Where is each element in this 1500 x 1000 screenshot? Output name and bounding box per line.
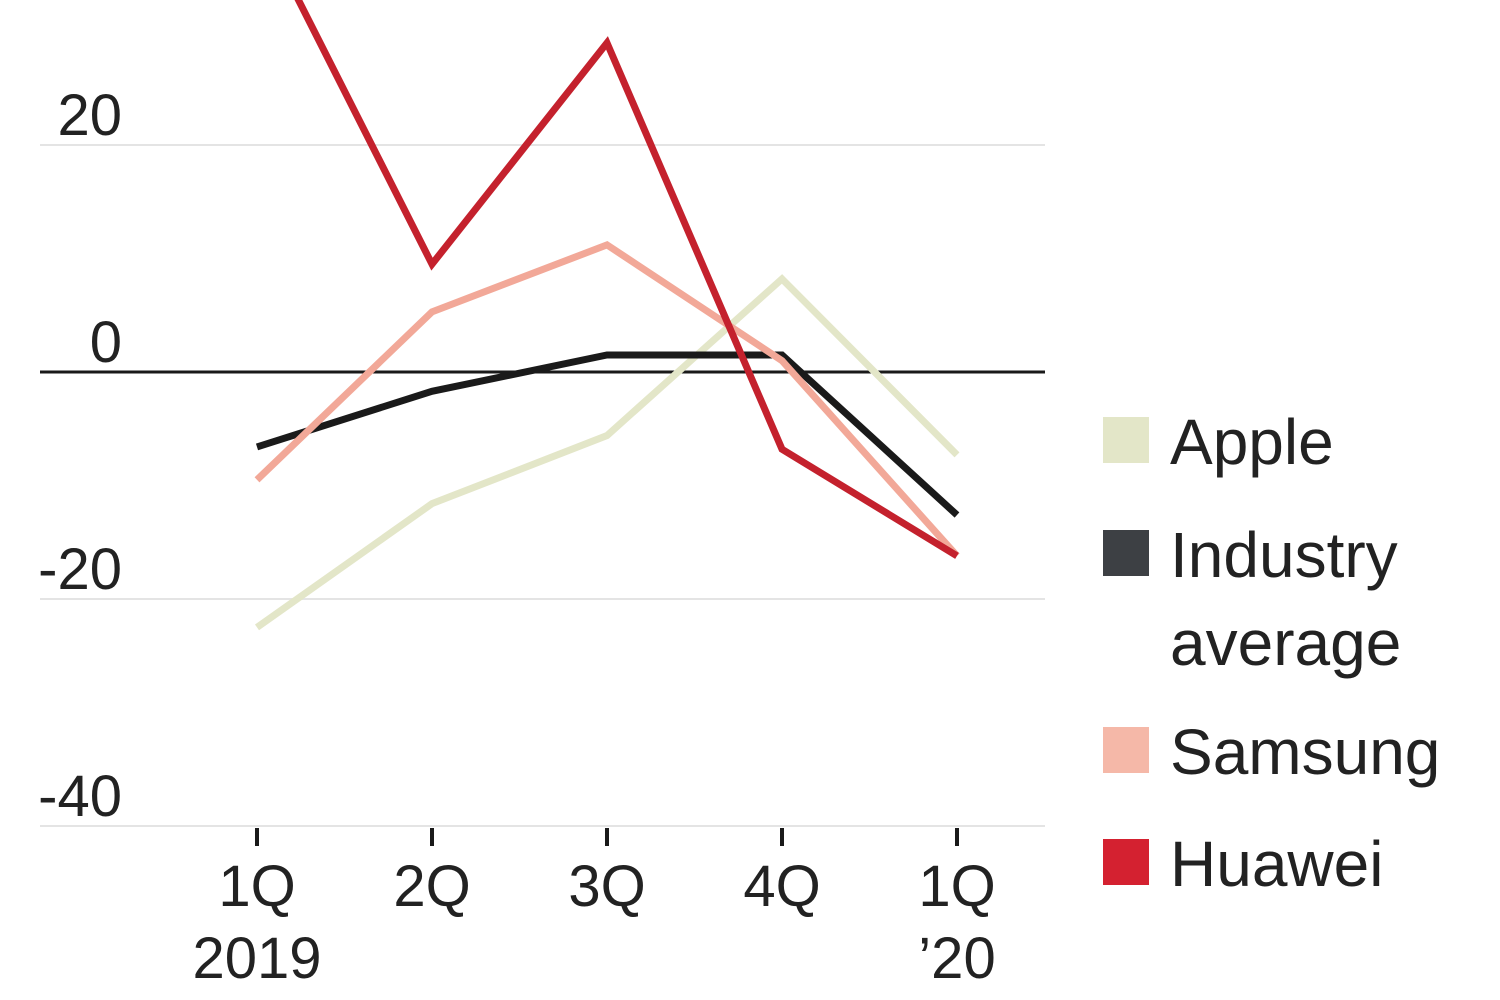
x-tick-label: 2Q <box>393 854 470 919</box>
legend-label-industry-average: Industry <box>1170 519 1398 591</box>
y-tick-label: -20 <box>38 537 122 602</box>
legend-label-huawei: Huawei <box>1170 828 1383 900</box>
y-tick-label: -40 <box>38 764 122 829</box>
legend: Apple Industry average Samsung Huawei <box>1103 406 1440 900</box>
legend-label-industry-average: average <box>1170 607 1401 679</box>
x-tick-label: 3Q <box>568 854 645 919</box>
series-line-apple <box>254 274 960 631</box>
x-axis: 1Q 2019 2Q 3Q 4Q 1Q ’20 <box>192 828 996 991</box>
series-line-samsung <box>254 240 960 559</box>
series-line-industry-average <box>255 351 960 518</box>
x-tick-label: 4Q <box>743 854 820 919</box>
series-layer <box>254 0 960 631</box>
x-tick-sublabel: ’20 <box>918 926 995 991</box>
y-tick-label: 0 <box>90 310 122 375</box>
legend-label-apple: Apple <box>1170 406 1334 478</box>
x-tick-label: 1Q <box>918 854 995 919</box>
y-tick-label: 20 <box>57 83 122 148</box>
legend-swatch-samsung <box>1103 727 1149 773</box>
series-line-huawei <box>294 0 959 559</box>
legend-label-samsung: Samsung <box>1170 716 1440 788</box>
y-axis-labels: 20 0 -20 -40 <box>38 83 122 829</box>
legend-swatch-industry-average <box>1103 530 1149 576</box>
legend-swatch-huawei <box>1103 839 1149 885</box>
x-tick-label: 1Q <box>218 854 295 919</box>
x-tick-sublabel: 2019 <box>192 926 321 991</box>
legend-swatch-apple <box>1103 417 1149 463</box>
